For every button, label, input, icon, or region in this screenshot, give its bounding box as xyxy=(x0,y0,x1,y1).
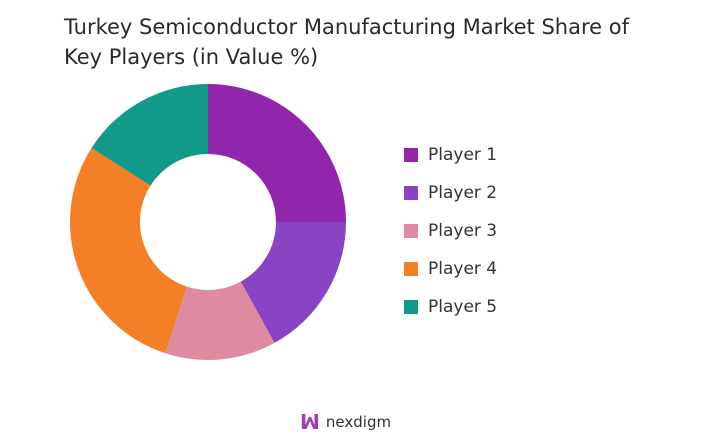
slice-player-2 xyxy=(240,222,346,343)
legend-item: Player 4 xyxy=(404,250,497,288)
legend-label: Player 3 xyxy=(428,221,498,241)
legend-label: Player 1 xyxy=(428,145,498,165)
legend-item: Player 1 xyxy=(404,136,497,174)
legend: Player 1 Player 2 Player 3 Player 4 Player 5 xyxy=(404,136,497,326)
legend-swatch xyxy=(404,148,418,162)
slice-player-5 xyxy=(91,84,208,186)
brand-name: nexdigm xyxy=(325,413,392,431)
legend-item: Player 5 xyxy=(404,288,497,326)
legend-label: Player 5 xyxy=(428,297,498,317)
legend-swatch xyxy=(404,262,418,276)
legend-swatch xyxy=(404,186,418,200)
logo-icon: ꟽ xyxy=(300,410,320,434)
legend-swatch xyxy=(404,224,418,238)
brand-logo: ꟽ nexdigm xyxy=(300,410,391,434)
legend-swatch xyxy=(404,300,418,314)
legend-label: Player 4 xyxy=(428,259,498,279)
legend-item: Player 2 xyxy=(404,174,497,212)
legend-label: Player 2 xyxy=(428,183,498,203)
slice-player-4 xyxy=(70,148,187,354)
slice-player-3 xyxy=(165,281,275,360)
legend-item: Player 3 xyxy=(404,212,497,250)
slice-player-1 xyxy=(208,84,346,222)
chart-title: Turkey Semiconductor Manufacturing Marke… xyxy=(64,15,629,69)
